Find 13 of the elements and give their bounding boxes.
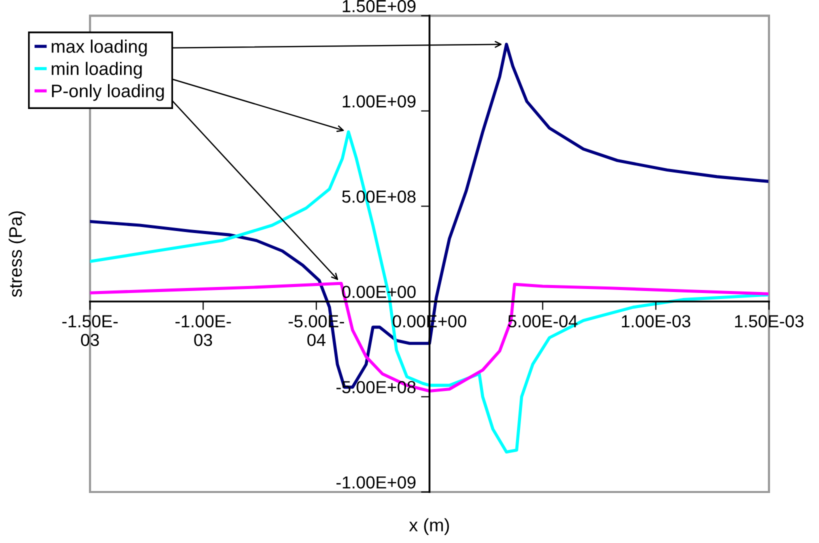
legend-label: max loading [52, 40, 147, 56]
x-tick-label: 1.00E-03 [622, 315, 690, 328]
y-tick-label: -1.00E+09 [336, 476, 416, 489]
y-tick-label: 1.50E+09 [342, 0, 416, 12]
y-tick-label: -5.00E+08 [336, 381, 416, 394]
y-axis-title: stress (Pa) [8, 211, 26, 297]
x-tick-label: -1.50E- 03 [62, 315, 118, 346]
x-axis-title: x (m) [409, 518, 449, 536]
y-tick-label: 1.00E+09 [342, 95, 416, 108]
legend-label: min loading [52, 62, 142, 79]
legend-label: P-only loading [52, 84, 164, 101]
x-tick-label: -1.00E- 03 [175, 315, 231, 346]
x-tick-label: 1.50E-03 [735, 315, 804, 328]
